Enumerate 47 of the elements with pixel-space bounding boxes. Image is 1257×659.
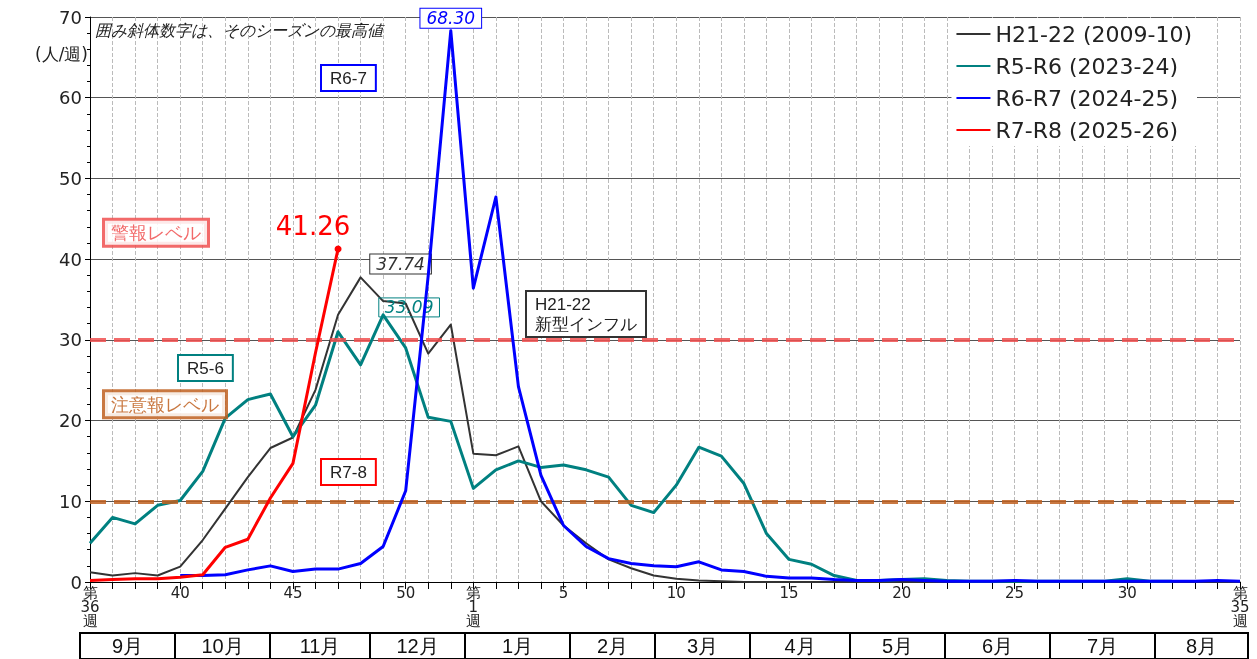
x-tick-label: 15 <box>779 584 799 602</box>
y-axis-title: (人/週) <box>35 43 88 64</box>
y-tick-label: 0 <box>70 571 82 593</box>
ref-line-label: 警報レベル <box>111 222 201 244</box>
text: 3月 <box>686 635 719 657</box>
y-tick-label: 20 <box>59 410 82 432</box>
annotation: R7-8 <box>330 462 367 482</box>
text: 11月 <box>299 635 341 657</box>
x-tick-label: 5 <box>558 584 569 602</box>
legend-label: R7-R8 (2025-26) <box>995 117 1179 143</box>
x-tick-label: 20 <box>892 584 912 602</box>
x-tick-label: 第 1 週 <box>465 584 481 630</box>
annotation: R6-7 <box>330 68 367 88</box>
text: 9月 <box>111 635 144 657</box>
data-label: 37.74 <box>376 253 425 274</box>
x-tick-label: 30 <box>1117 584 1137 602</box>
x-tick-label: 40 <box>170 584 190 602</box>
ref-line-label: 注意報レベル <box>111 393 219 415</box>
x-tick-label: 25 <box>1004 584 1025 602</box>
text: 1月 <box>501 635 534 657</box>
x-tick-label: 50 <box>396 584 416 602</box>
text: 4月 <box>784 635 816 657</box>
y-tick-label: 50 <box>59 167 82 189</box>
annotation: H21-22 新型インフル <box>535 294 637 334</box>
x-tick-label: 第 35 週 <box>1230 584 1250 630</box>
x-tick-label: 10 <box>666 584 686 602</box>
data-label: 41.26 <box>275 211 351 242</box>
text: 5月 <box>881 635 914 657</box>
y-tick-label: 30 <box>59 329 82 351</box>
annotation: R5-6 <box>187 358 224 378</box>
text: 6月 <box>981 635 1014 657</box>
text: 12月 <box>396 635 439 657</box>
data-label: 68.30 <box>426 8 476 29</box>
y-tick-label: 40 <box>59 248 82 270</box>
y-tick-label: 10 <box>59 490 82 512</box>
y-tick-label: 70 <box>59 6 82 28</box>
text: 2月 <box>596 635 629 657</box>
text: 7月 <box>1086 635 1119 657</box>
x-tick-label: 第 36 週 <box>80 584 100 630</box>
text: 8月 <box>1185 635 1218 657</box>
legend-label: R6-R7 (2024-25) <box>995 85 1179 111</box>
annotation: 囲み斜体数字は、そのシーズンの最高値 <box>95 21 385 39</box>
y-tick-label: 60 <box>59 87 82 109</box>
legend-label: R5-R6 (2023-24) <box>995 53 1179 79</box>
x-tick-label: 45 <box>283 584 303 602</box>
legend-label: H21-22 (2009-10) <box>995 21 1193 47</box>
text: 10月 <box>201 635 244 657</box>
